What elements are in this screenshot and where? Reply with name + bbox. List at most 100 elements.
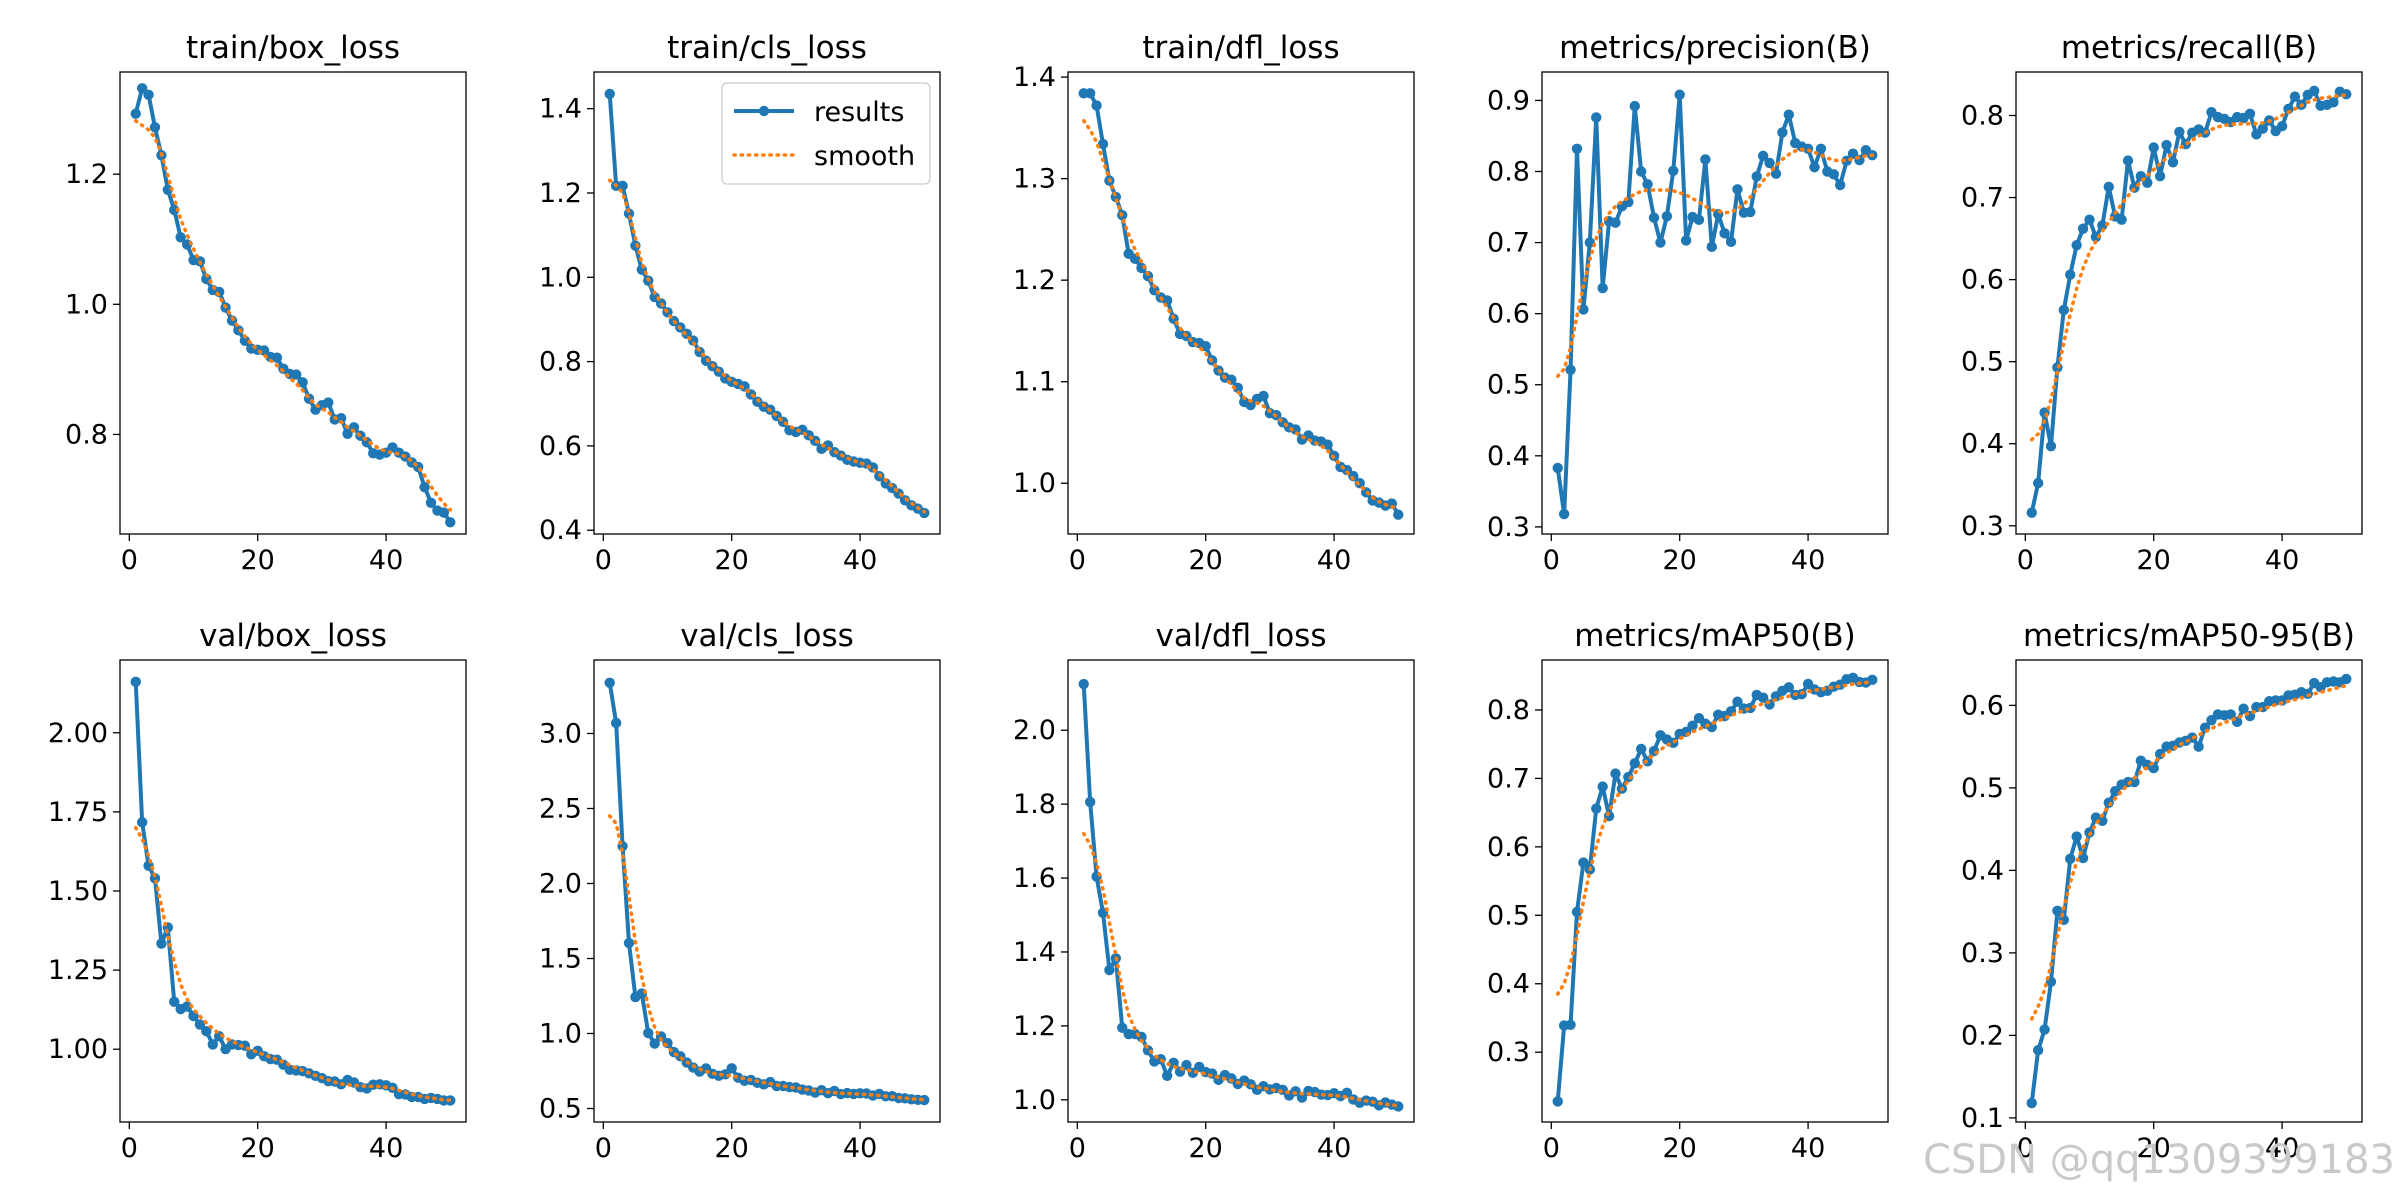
results-point [2129,776,2140,788]
y-tick-label: 1.0 [539,262,582,293]
y-tick-label: 0.1 [1961,1103,2004,1134]
chart-title: metrics/precision(B) [1559,30,1871,66]
results-point [2052,905,2063,916]
results-point [1648,212,1660,223]
y-tick-label: 0.3 [1961,511,2004,542]
results-point [2058,304,2070,316]
y-tick-label: 0.8 [1961,100,2004,131]
results-line [1555,675,1874,1102]
results-point [1629,758,1640,769]
results-point [1700,154,1711,165]
results-point [649,1038,660,1049]
smooth-line [133,119,453,512]
results-point [1104,964,1115,976]
results-point [2039,1024,2050,1035]
y-tick-label: 0.6 [1961,265,2004,296]
results-point [2257,123,2269,134]
y-tick-label: 0.5 [1487,900,1530,931]
results-point [1777,127,1788,138]
x-tick-label: 0 [121,545,138,576]
x-tick-label: 0 [121,1133,138,1164]
x-tick-label: 40 [2265,1133,2299,1164]
results-point [1668,165,1679,176]
y-tick-label: 0.4 [539,515,582,546]
y-tick-label: 1.5 [539,944,582,975]
results-point [169,204,180,216]
y-tick-label: 1.0 [65,289,108,320]
y-tick-label: 0.8 [539,347,582,378]
smooth-line [607,814,927,1102]
results-point [1687,720,1698,731]
results-point [623,937,635,949]
x-tick-label: 20 [1663,545,1697,576]
legend-label-smooth: smooth [814,141,915,172]
results-point [1867,674,1878,686]
results-line [1555,92,1874,517]
plot-frame [119,659,467,1123]
y-tick-label: 0.5 [1961,773,2004,804]
results-point [2026,1097,2037,1109]
results-point [1642,179,1653,190]
results-point [2308,85,2320,97]
y-tick-label: 1.2 [539,178,582,209]
x-tick-label: 20 [2137,545,2171,576]
results-point [1084,796,1096,808]
results-point [201,1025,212,1037]
y-tick-label: 0.5 [1487,370,1530,401]
x-tick-label: 0 [1069,545,1086,576]
results-point [445,517,456,528]
results-point [1558,508,1570,520]
results-point [2045,440,2057,452]
results-point [1828,169,1839,180]
chart-title: val/box_loss [199,618,387,654]
y-tick-label: 1.0 [539,1019,582,1050]
legend-box [721,82,931,185]
results-point [604,88,615,100]
results-point [1591,112,1602,123]
chart-panel: val/cls_loss 0 20 40 0.5 1.0 1.5 2.0 2.5 3.0 [539,618,941,1164]
results-point [2097,220,2108,231]
y-tick-label: 1.4 [1013,62,1056,93]
results-point [2193,741,2204,752]
y-tick-label: 0.8 [1487,157,1530,188]
results-point [2026,507,2037,518]
results-point [181,1001,193,1012]
chart-panel: metrics/precision(B) 0 20 40 0.3 0.4 0.5 0.6 0.7… [1487,30,1889,576]
results-point [2116,214,2127,225]
y-tick-label: 0.4 [1487,969,1530,1000]
chart-panel: metrics/recall(B) 0 20 40 0.3 0.4 0.5 0.6 0.7 0.8 [1961,30,2363,576]
x-tick-label: 0 [1069,1133,1086,1164]
results-point [226,315,238,326]
results-point [1783,109,1795,120]
y-tick-label: 0.4 [1487,441,1530,472]
x-tick-label: 40 [1317,545,1351,576]
plot-frame [1541,71,1889,535]
results-point [2174,126,2185,138]
results-point [335,412,347,424]
results-point [2161,139,2172,151]
results-point [1719,228,1730,239]
plot-frame [2015,71,2363,535]
results-point [2065,853,2076,865]
y-tick-label: 1.2 [1013,265,1056,296]
plot-frame [2015,659,2363,1123]
x-tick-label: 20 [2137,1133,2171,1164]
results-point [726,1063,737,1074]
plot-frame [1541,659,1889,1123]
watermark-text: CSDN @qq1309399183 [1923,1137,2395,1183]
results-point [342,428,353,439]
results-point [1725,236,1737,248]
y-tick-label: 1.1 [1013,367,1056,398]
results-point [610,717,622,729]
y-tick-label: 3.0 [539,719,582,750]
results-line [1081,683,1399,1109]
y-tick-label: 0.5 [539,1094,582,1125]
smooth-line [2029,683,2349,1021]
results-point [156,938,167,949]
y-tick-label: 0.9 [1487,85,1530,116]
results-point [2148,142,2159,153]
results-point [1161,1070,1173,1082]
smooth-line [1081,831,1401,1108]
results-point [1117,1022,1128,1033]
